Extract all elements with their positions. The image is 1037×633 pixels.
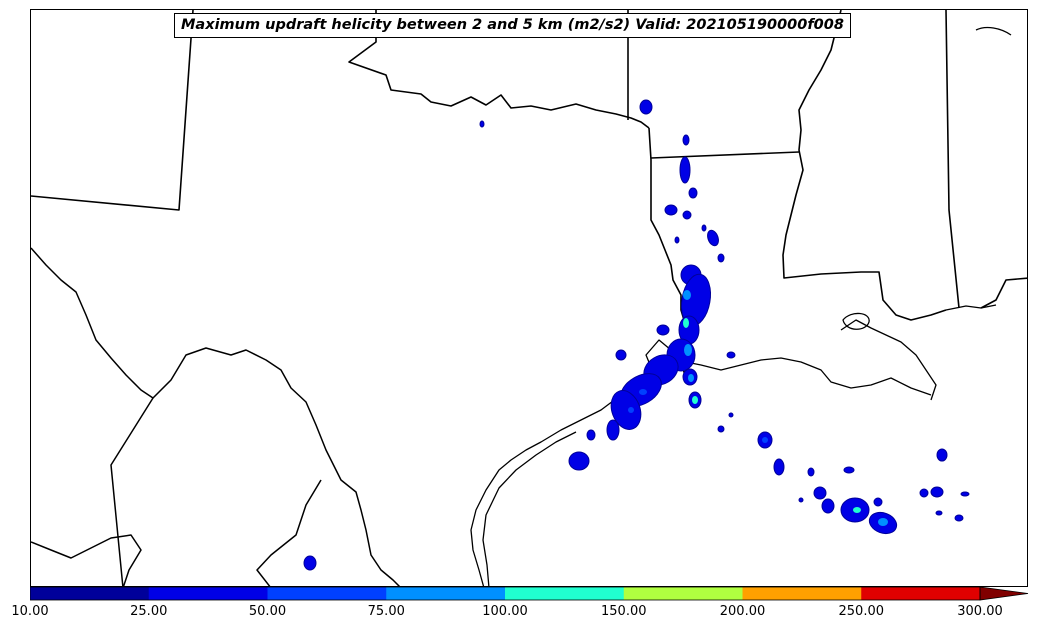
- helicity-contour: [610, 390, 642, 430]
- colorbar-cell: [148, 587, 268, 600]
- helicity-contour: [813, 486, 827, 500]
- helicity-contour: [798, 497, 804, 503]
- colorbar-extend-arrow: [979, 587, 1029, 601]
- helicity-contour: [303, 555, 317, 571]
- helicity-contour: [586, 429, 596, 441]
- helicity-core: [683, 318, 689, 328]
- helicity-core: [692, 396, 698, 404]
- colorbar-outline: [30, 587, 981, 601]
- ms-coast: [945, 304, 997, 311]
- helicity-contour: [682, 134, 690, 146]
- colorbar-tick-label: 100.00: [482, 604, 528, 619]
- colorbar-cell: [861, 587, 981, 600]
- helicity-contour: [701, 224, 707, 232]
- helicity-core: [853, 507, 861, 513]
- colorbar-tick-label: 150.00: [601, 604, 647, 619]
- state-borders: [31, 10, 1027, 381]
- helicity-contour: [726, 351, 736, 359]
- helicity-core: [762, 437, 768, 443]
- helicity-contour: [843, 466, 855, 474]
- colorbar-cell: [742, 587, 862, 600]
- helicity-contour: [930, 486, 944, 498]
- helicity-core: [628, 407, 634, 413]
- helicity-contour: [479, 120, 485, 128]
- helicity-contour: [954, 514, 964, 522]
- ms-al-border: [945, 10, 960, 309]
- helicity-contour: [821, 498, 835, 514]
- fl-panhandle-border: [980, 277, 1027, 309]
- colorbar-cell: [386, 587, 506, 600]
- rio-grande-border: [31, 247, 401, 586]
- texas-coast: [470, 357, 932, 586]
- colorbar-tick-label: 25.00: [130, 604, 168, 619]
- helicity-contour: [679, 156, 691, 184]
- helicity-core: [639, 389, 647, 395]
- helicity-contour: [664, 204, 678, 216]
- helicity-contour: [717, 425, 725, 433]
- mexico-state-border-2: [31, 534, 142, 586]
- colorbar-cell: [505, 587, 625, 600]
- helicity-contour: [960, 491, 970, 497]
- red-river-border: [348, 10, 650, 129]
- helicity-contour: [615, 349, 627, 361]
- helicity-contour: [919, 488, 929, 498]
- helicity-core: [683, 290, 691, 300]
- helicity-contour: [707, 229, 719, 247]
- colorbar-tick-label: 50.00: [248, 604, 287, 619]
- helicity-core: [688, 374, 694, 382]
- helicity-contour: [606, 419, 620, 441]
- helicity-contours: [303, 99, 970, 571]
- helicity-contour: [639, 99, 653, 115]
- helicity-contour: [773, 458, 785, 476]
- helicity-contour: [728, 412, 734, 418]
- mexico-state-border-1: [110, 397, 154, 586]
- nm-tx-border: [31, 10, 194, 211]
- helicity-contour: [568, 451, 590, 471]
- country-borders: [31, 247, 401, 586]
- helicity-contour: [656, 324, 670, 336]
- helicity-contour: [807, 467, 815, 477]
- helicity-contour: [936, 448, 948, 462]
- helicity-contour: [688, 187, 698, 199]
- colorbar-tick-label: 250.00: [838, 604, 885, 619]
- colorbar-tick-label: 200.00: [719, 604, 766, 619]
- colorbar-cell: [30, 587, 150, 600]
- colorbar: [30, 587, 1029, 601]
- colorbar-cell: [623, 587, 743, 600]
- helicity-core: [878, 518, 888, 526]
- helicity-core: [684, 344, 692, 356]
- map-canvas: [31, 10, 1027, 586]
- coastline: [470, 26, 1012, 586]
- lake-arkansas: [975, 26, 1012, 36]
- lake-pontchartrain: [842, 312, 870, 330]
- louisiana-marsh: [840, 319, 937, 401]
- helicity-contour: [935, 510, 943, 516]
- colorbar-tick-label: 10.00: [11, 604, 49, 619]
- helicity-contour: [682, 210, 692, 220]
- map-panel: [30, 9, 1028, 587]
- colorbar-tick-label: 75.00: [367, 604, 405, 619]
- helicity-contour: [674, 236, 680, 244]
- colorbar-cell: [267, 587, 387, 600]
- helicity-contour: [873, 497, 883, 507]
- mexico-state-border-3: [256, 479, 322, 586]
- mississippi-river-border: [782, 10, 947, 321]
- ar-la-border: [650, 151, 800, 159]
- helicity-contour: [717, 253, 725, 263]
- colorbar-tick-label: 300.00: [957, 604, 1003, 619]
- barrier-islands: [482, 431, 577, 586]
- map-title: Maximum updraft helicity between 2 and 5…: [174, 13, 851, 38]
